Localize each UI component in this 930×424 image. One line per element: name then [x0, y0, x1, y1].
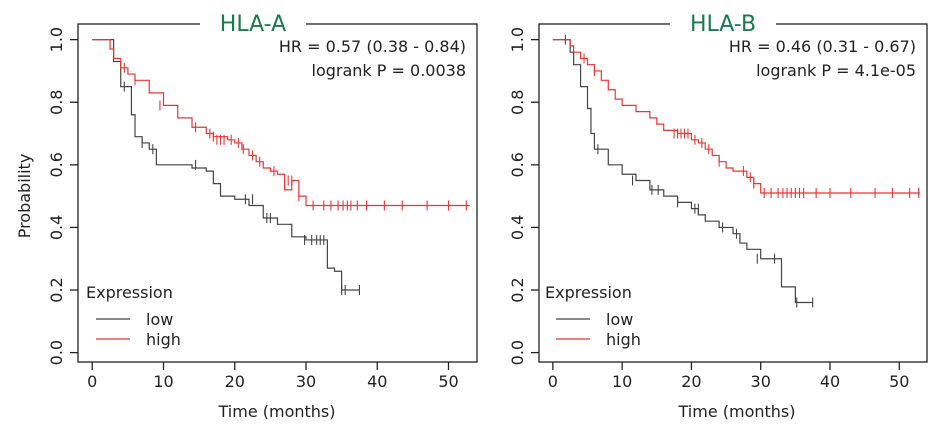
survival-curve-low: [552, 39, 813, 304]
y-tick-label: 0.2: [508, 277, 527, 302]
legend: Expression low high: [86, 283, 181, 349]
x-tick-label: 40: [820, 372, 840, 391]
y-tick-label: 0.8: [508, 90, 527, 115]
logrank-annotation: logrank P = 0.0038: [312, 61, 466, 80]
x-axis-label: Time (months): [218, 402, 336, 421]
axis-ticks: 0 10 20 30 40 50 0.0 0.2 0.4 0.6 0.8 1.0: [47, 27, 459, 391]
y-tick-label: 0.0: [47, 340, 66, 365]
x-tick-label: 30: [751, 372, 771, 391]
y-axis-label: Probability: [15, 154, 34, 239]
title-background: [200, 14, 306, 34]
survival-curve-low: [92, 39, 360, 291]
y-tick-label: 0.4: [47, 215, 66, 240]
survival-curves: [92, 39, 470, 296]
hr-annotation: HR = 0.57 (0.38 - 0.84): [279, 37, 466, 56]
y-tick-label: 0.4: [508, 215, 527, 240]
legend-title: Expression: [86, 283, 173, 302]
axis-ticks: 0 10 20 30 40 50 0.0 0.2 0.4 0.6 0.8 1.0: [508, 27, 909, 391]
hr-annotation: HR = 0.46 (0.31 - 0.67): [729, 37, 916, 56]
x-tick-label: 40: [367, 372, 387, 391]
x-tick-label: 10: [153, 372, 173, 391]
survival-curve-high: [552, 39, 921, 194]
x-tick-label: 10: [612, 372, 632, 391]
x-tick-label: 0: [87, 372, 97, 391]
y-tick-label: 0.0: [508, 340, 527, 365]
legend-label-high: high: [606, 330, 641, 349]
y-tick-label: 0.6: [508, 152, 527, 177]
chart-title: HLA-B: [690, 12, 756, 37]
survival-curves: [552, 34, 921, 308]
x-tick-label: 50: [889, 372, 909, 391]
legend-label-low: low: [146, 310, 173, 329]
x-tick-label: 0: [548, 372, 558, 391]
legend-title: Expression: [545, 283, 632, 302]
x-tick-label: 50: [438, 372, 458, 391]
x-tick-label: 20: [225, 372, 245, 391]
y-tick-label: 0.6: [47, 152, 66, 177]
y-tick-label: 0.8: [47, 90, 66, 115]
x-tick-label: 30: [296, 372, 316, 391]
legend-label-low: low: [606, 310, 633, 329]
km-panel-hla-b: HLA-B HR = 0.46 (0.31 - 0.67) logrank P …: [508, 12, 928, 421]
y-tick-label: 1.0: [47, 27, 66, 52]
y-tick-label: 1.0: [508, 27, 527, 52]
x-axis-label: Time (months): [678, 402, 796, 421]
chart-title: HLA-A: [220, 12, 286, 37]
x-tick-label: 20: [681, 372, 701, 391]
logrank-annotation: logrank P = 4.1e-05: [756, 61, 916, 80]
legend-label-high: high: [146, 330, 181, 349]
title-background: [670, 14, 776, 34]
legend: Expression low high: [545, 283, 641, 349]
km-panel-hla-a: HLA-A HR = 0.57 (0.38 - 0.84) logrank P …: [15, 12, 478, 421]
y-tick-label: 0.2: [47, 277, 66, 302]
